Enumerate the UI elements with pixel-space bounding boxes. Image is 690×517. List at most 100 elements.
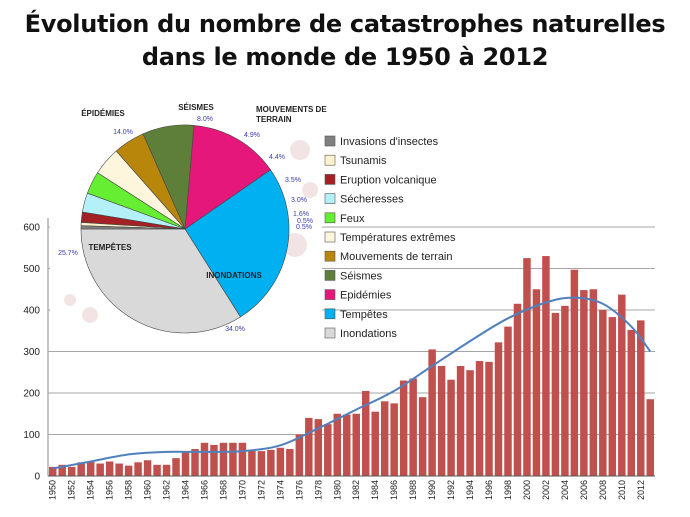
x-tick-label: 1954	[86, 480, 96, 500]
trend-line	[52, 296, 652, 470]
legend-label: Tempêtes	[340, 309, 388, 321]
bar	[343, 414, 351, 476]
legend-label: Mouvements de terrain	[340, 251, 453, 263]
pie-value-label: 1.6%	[293, 211, 309, 218]
bar	[390, 403, 398, 477]
bar	[361, 390, 370, 476]
bar	[409, 378, 417, 476]
pie-label: INONDATIONS	[206, 271, 262, 280]
bar	[77, 462, 85, 476]
bar	[561, 305, 569, 476]
x-tick-label: 2008	[598, 480, 608, 500]
x-tick-label: 1976	[294, 480, 304, 500]
y-tick-label: 100	[23, 430, 40, 441]
x-tick-label: 1988	[408, 480, 418, 500]
bar	[324, 424, 332, 477]
legend-label: Températures extrêmes	[340, 232, 456, 244]
legend-label: Invasions d'insectes	[340, 136, 439, 148]
x-tick-label: 1996	[484, 480, 494, 500]
bar	[380, 401, 389, 476]
bar	[437, 366, 446, 476]
x-tick-label: 1992	[446, 480, 456, 500]
x-tick-label: 1964	[181, 480, 191, 500]
bar	[86, 461, 95, 476]
bar	[295, 434, 304, 476]
bar	[542, 256, 550, 476]
bar	[466, 370, 474, 476]
legend-label: Inondations	[340, 328, 397, 340]
bar	[428, 349, 436, 476]
bar	[608, 317, 617, 476]
legend-swatch	[324, 154, 336, 166]
x-tick-label: 2010	[617, 480, 627, 500]
pie-value-label: 3.5%	[285, 177, 301, 184]
x-tick-label: 1982	[351, 480, 361, 500]
bar	[200, 442, 209, 476]
legend-swatch	[324, 135, 336, 147]
bar	[257, 451, 266, 476]
legend-label: Séismes	[340, 270, 383, 282]
pie-label: TEMPÊTES	[88, 243, 132, 252]
x-tick-label: 1994	[465, 480, 475, 500]
bar	[399, 380, 408, 476]
bar	[153, 464, 161, 476]
x-tick-label: 1986	[389, 480, 399, 500]
bar	[456, 366, 465, 476]
x-tick-label: 2000	[522, 480, 532, 500]
x-tick-label: 2012	[636, 480, 646, 500]
legend-swatch	[324, 193, 336, 204]
x-tick-label: 1960	[143, 480, 153, 500]
bar	[532, 289, 541, 476]
chart-title: Évolution du nombre de catastrophes natu…	[0, 8, 690, 74]
bar	[570, 269, 579, 476]
bar	[333, 413, 342, 476]
bar	[49, 466, 57, 476]
bar	[181, 451, 190, 476]
pie-value-label: 8.0%	[197, 116, 213, 123]
bar	[305, 417, 313, 476]
bar	[646, 399, 654, 476]
pie-value-label: 34.0%	[225, 326, 245, 333]
bar	[504, 326, 512, 476]
background-spot	[290, 140, 310, 160]
bar	[314, 419, 323, 476]
y-tick-label: 200	[23, 389, 40, 400]
bar	[286, 449, 294, 476]
bar	[134, 462, 142, 476]
background-spot	[82, 307, 98, 323]
y-tick-label: 300	[23, 347, 40, 358]
pie-label: SÉISMES	[178, 103, 214, 112]
bar	[191, 449, 199, 476]
pie-label: TERRAIN	[256, 115, 292, 124]
x-tick-label: 2004	[560, 480, 570, 500]
bar	[124, 465, 133, 477]
pie-value-label: 3.0%	[291, 197, 307, 204]
x-tick-label: 1956	[105, 480, 115, 500]
bar	[523, 258, 531, 477]
pie-inset: INONDATIONS TEMPÊTES ÉPIDÉMIES SÉISMES MOUVE…	[50, 97, 456, 341]
pie-label: MOUVEMENTS DE	[256, 105, 327, 114]
legend-swatch	[324, 250, 336, 262]
pie-slice	[184, 125, 271, 230]
bar	[248, 449, 256, 476]
x-tick-label: 1970	[237, 480, 247, 500]
pie-value-label: 14.0%	[113, 129, 133, 136]
legend-swatch	[324, 270, 336, 281]
x-tick-label: 1984	[370, 480, 380, 500]
background-spot	[64, 294, 76, 306]
bar	[267, 449, 275, 476]
x-tick-label: 1950	[48, 480, 58, 500]
legend-swatch	[324, 231, 336, 243]
x-tick-label: 1968	[218, 480, 228, 500]
bar	[371, 411, 379, 476]
x-tick-label: 2006	[579, 480, 589, 500]
x-tick-label: 1966	[199, 480, 209, 500]
pie-value-label: 0.5%	[297, 218, 313, 225]
y-tick-label: 500	[23, 264, 40, 275]
bar	[352, 413, 360, 476]
bar	[229, 442, 237, 476]
x-tick-label: 1998	[503, 480, 513, 500]
y-tick-label: 600	[23, 223, 40, 234]
bar	[475, 361, 484, 476]
